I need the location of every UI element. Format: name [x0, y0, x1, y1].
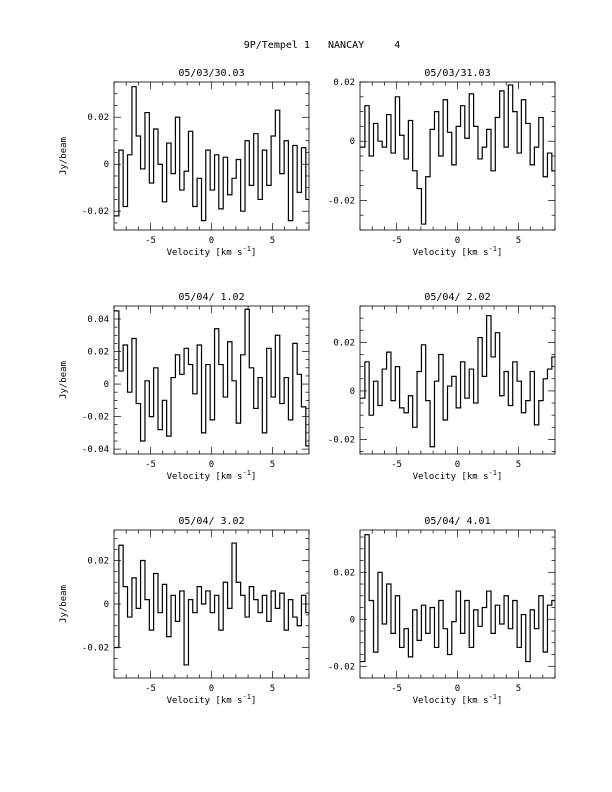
y-axis-label: Jy/beam	[59, 137, 69, 175]
spectrum-trace	[114, 542, 309, 666]
spectrum-trace	[360, 84, 555, 225]
x-axis-label-text: Velocity [km s	[413, 248, 489, 258]
panel-title: 05/04/ 1.02	[178, 292, 244, 303]
panel-6: 05/04/ 4.01 -5 0 5 -0.02 0 0.02 Velocity [km s-…	[328, 516, 556, 706]
y-tick-label: -0.02	[328, 662, 355, 672]
y-tick-label: 0.04	[87, 315, 109, 325]
x-tick-label: 5	[270, 236, 275, 246]
x-axis-label-end: ]	[497, 472, 502, 482]
x-axis-label-text: Velocity [km s	[167, 472, 243, 482]
x-axis-label: Velocity [km s-1]	[413, 469, 503, 482]
y-tick-label: 0.02	[87, 348, 109, 358]
x-axis-label-sup: -1	[243, 469, 251, 477]
x-tick-label: -5	[391, 684, 402, 694]
x-tick-label: 0	[455, 460, 460, 470]
y-axis-label: Jy/beam	[59, 585, 69, 623]
y-tick-label: 0	[104, 160, 109, 170]
x-axis-label: Velocity [km s-1]	[167, 469, 257, 482]
y-tick-label: 0.02	[333, 338, 355, 348]
x-axis-label-sup: -1	[489, 469, 497, 477]
y-axis-label: Jy/beam	[59, 361, 69, 399]
y-tick-label: 0	[104, 600, 109, 610]
y-tick-label: 0.02	[87, 113, 109, 123]
x-tick-label: 0	[209, 684, 214, 694]
panel-title: 05/04/ 4.01	[424, 516, 490, 527]
x-axis-label-text: Velocity [km s	[413, 472, 489, 482]
x-axis-label-end: ]	[497, 248, 502, 258]
panel-title: 05/03/30.03	[178, 68, 244, 79]
x-axis-label: Velocity [km s-1]	[413, 245, 503, 258]
panel-5: 05/04/ 3.02 -5 0 5 -0.02 0 0.02 Velocity [km s-…	[59, 516, 310, 706]
y-tick-label: -0.02	[328, 196, 355, 206]
x-tick-label: 0	[209, 236, 214, 246]
figure-title: 9P/Tempel 1 NANCAY 4	[244, 40, 401, 51]
x-axis-label: Velocity [km s-1]	[413, 693, 503, 706]
x-axis-label-sup: -1	[489, 245, 497, 253]
x-tick-label: -5	[145, 460, 156, 470]
x-tick-label: 5	[270, 684, 275, 694]
x-tick-label: 0	[209, 460, 214, 470]
x-tick-label: 5	[516, 684, 521, 694]
panel-title: 05/03/31.03	[424, 68, 490, 79]
x-tick-label: 0	[455, 684, 460, 694]
spectrum-trace	[360, 315, 555, 448]
y-tick-label: 0.02	[333, 568, 355, 578]
x-axis-label-text: Velocity [km s	[167, 248, 243, 258]
x-axis-label-end: ]	[251, 472, 256, 482]
y-tick-label: 0	[350, 137, 355, 147]
x-axis-label-sup: -1	[489, 693, 497, 701]
y-tick-label: -0.02	[328, 435, 355, 445]
panel-4: 05/04/ 2.02 -5 0 5 -0.02 0 0.02 Velocity [km s-…	[328, 292, 556, 482]
panel-title: 05/04/ 2.02	[424, 292, 490, 303]
x-tick-label: -5	[391, 460, 402, 470]
y-tick-label: -0.02	[82, 413, 109, 423]
x-axis-label-text: Velocity [km s	[167, 696, 243, 706]
y-tick-label: 0	[350, 615, 355, 625]
x-axis-label-end: ]	[497, 696, 502, 706]
panel-3: 05/04/ 1.02 -5 0 5 -0.04 -0.02 0 0.02 0.04 Veloci…	[59, 292, 310, 482]
spectrum-trace	[114, 308, 309, 447]
y-tick-label: -0.02	[82, 207, 109, 217]
x-axis-label-end: ]	[251, 248, 256, 258]
x-tick-label: -5	[391, 236, 402, 246]
x-tick-label: 5	[516, 460, 521, 470]
x-axis-label-sup: -1	[243, 245, 251, 253]
x-axis-label: Velocity [km s-1]	[167, 245, 257, 258]
x-tick-label: 0	[455, 236, 460, 246]
y-tick-label: -0.04	[82, 445, 109, 455]
panel-title: 05/04/ 3.02	[178, 516, 244, 527]
spectrum-trace	[360, 534, 555, 663]
x-axis-label: Velocity [km s-1]	[167, 693, 257, 706]
x-tick-label: 5	[516, 236, 521, 246]
y-tick-label: -0.02	[82, 644, 109, 654]
panel-2: 05/03/31.03 -5 0 5 -0.02 0 0.02 Velocity [km s-…	[328, 68, 556, 258]
plot-frame	[359, 305, 556, 455]
panel-1: 05/03/30.03 -5 0 5 -0.02 0 0.02 Velocity [km s-…	[59, 68, 310, 258]
y-tick-label: 0.02	[87, 556, 109, 566]
spectrum-trace	[114, 86, 309, 222]
x-axis-label-sup: -1	[243, 693, 251, 701]
x-tick-label: -5	[145, 684, 156, 694]
x-tick-label: 5	[270, 460, 275, 470]
x-axis-label-end: ]	[251, 696, 256, 706]
x-tick-label: -5	[145, 236, 156, 246]
x-axis-label-text: Velocity [km s	[413, 696, 489, 706]
y-tick-label: 0.02	[333, 78, 355, 88]
y-tick-label: 0	[104, 380, 109, 390]
y-tick-label: 0	[350, 387, 355, 397]
